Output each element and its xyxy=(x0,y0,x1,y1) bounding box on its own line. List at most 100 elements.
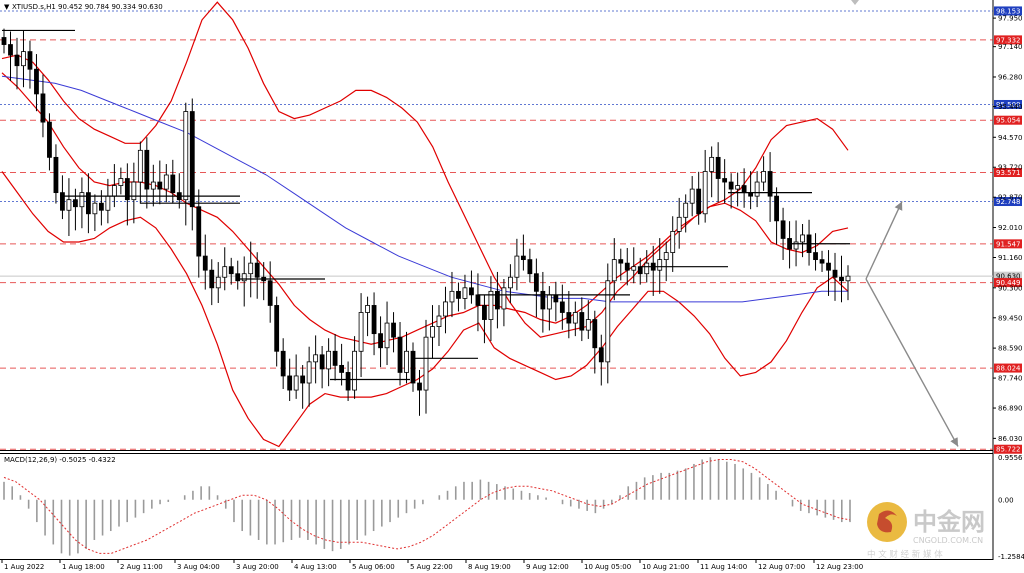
price-tick-label-10: 89.450 xyxy=(998,314,1023,322)
macd-pane: 0.9556 0.00 -1.2584 xyxy=(3,454,1024,561)
price-box-label-1: 97.332 xyxy=(996,36,1021,44)
candle-body-118 xyxy=(767,171,773,197)
time-label-3: 3 Aug 04:00 xyxy=(177,563,220,571)
candle-body-86 xyxy=(559,301,565,313)
candle-body-75 xyxy=(488,290,494,320)
price-box-label-4: 93.571 xyxy=(996,169,1021,177)
candle-body-1 xyxy=(8,44,13,56)
candle-body-125 xyxy=(813,252,818,261)
candle-body-15 xyxy=(98,202,104,211)
candle-body-116 xyxy=(754,181,760,197)
candle-body-119 xyxy=(774,195,779,222)
candle-body-63 xyxy=(410,350,416,384)
candle-body-56 xyxy=(365,305,370,313)
candle-body-89 xyxy=(579,312,585,331)
watermark: 中金网 CNGOLD.COM.CN 中 文 财 经 新 媒 体 xyxy=(865,500,1015,560)
candle-body-129 xyxy=(839,276,844,282)
candle-body-82 xyxy=(533,273,539,292)
time-label-1: 1 Aug 18:00 xyxy=(62,563,105,571)
symbol-ohlc-label: XTIUSD.s,H1 90.452 90.784 90.334 90.630 xyxy=(12,3,163,11)
scroll-marker-icon[interactable] xyxy=(851,0,859,5)
candle-body-34 xyxy=(222,266,228,278)
price-box-10 xyxy=(994,444,1022,454)
price-box-5 xyxy=(994,197,1022,207)
candle-body-39 xyxy=(254,262,260,278)
candle-body-77 xyxy=(501,287,507,310)
time-label-0: 1 Aug 2022 xyxy=(4,563,44,571)
time-label-11: 10 Aug 21:00 xyxy=(642,563,689,571)
price-tick-label-1: 97.140 xyxy=(998,43,1023,51)
candle-body-67 xyxy=(436,315,442,328)
candle-body-61 xyxy=(397,336,403,373)
swirl-icon xyxy=(877,510,897,533)
candle-body-9 xyxy=(60,192,65,211)
candle-body-62 xyxy=(404,350,409,373)
candle-body-127 xyxy=(826,262,831,271)
projection-down xyxy=(865,278,959,447)
candle-body-95 xyxy=(618,259,624,264)
time-label-10: 10 Aug 05:00 xyxy=(584,563,631,571)
price-box-1 xyxy=(994,35,1022,45)
projection-arrows xyxy=(865,201,959,447)
candle-body-91 xyxy=(592,319,598,349)
candle-body-59 xyxy=(384,322,390,349)
candle-body-103 xyxy=(670,231,676,253)
price-axis: 98.153 97.332 95.500 95.054 93.571 92.748 91.5… xyxy=(993,6,1023,454)
candle-body-43 xyxy=(280,350,286,377)
candle-body-94 xyxy=(611,259,617,282)
price-box-label-9: 88.024 xyxy=(996,365,1021,373)
candle-body-32 xyxy=(209,269,215,289)
watermark-brand: 中金网 xyxy=(913,508,985,536)
candle-body-20 xyxy=(131,181,137,201)
watermark-url: CNGOLD.COM.CN xyxy=(913,536,983,545)
candle-body-22 xyxy=(144,149,150,190)
price-box-6 xyxy=(994,239,1022,249)
candle-body-60 xyxy=(391,322,396,338)
candle-body-87 xyxy=(566,312,572,324)
candle-body-101 xyxy=(657,259,663,271)
price-box-label-10: 85.722 xyxy=(996,446,1021,454)
price-box-label-7: 90.630 xyxy=(996,273,1021,281)
time-label-9: 9 Aug 12:00 xyxy=(526,563,569,571)
candle-body-74 xyxy=(482,305,487,320)
candle-body-96 xyxy=(624,262,630,271)
candle-body-55 xyxy=(358,312,364,352)
candle-body-44 xyxy=(287,375,293,391)
triangle-down-icon[interactable]: ▼ xyxy=(4,3,10,11)
candle-body-64 xyxy=(417,382,422,391)
candle-body-123 xyxy=(800,234,805,243)
candle-body-54 xyxy=(352,350,357,391)
candle-body-76 xyxy=(495,290,500,310)
candle-body-33 xyxy=(215,276,221,289)
candle-body-11 xyxy=(73,199,78,208)
candle-body-126 xyxy=(819,259,825,264)
price-tick-label-11: 88.590 xyxy=(998,345,1023,353)
candle-body-72 xyxy=(469,287,474,296)
candle-body-30 xyxy=(196,206,202,257)
candle-body-71 xyxy=(462,287,468,299)
candle-body-104 xyxy=(676,216,682,232)
candle-body-38 xyxy=(248,262,254,275)
price-tick-label-12: 87.740 xyxy=(998,375,1023,383)
candle-body-53 xyxy=(345,372,351,391)
candle-body-25 xyxy=(163,174,169,190)
price-tick-label-2: 96.280 xyxy=(998,73,1023,81)
candle-body-69 xyxy=(449,290,455,303)
candle-body-21 xyxy=(137,149,143,183)
time-label-13: 12 Aug 07:00 xyxy=(758,563,805,571)
candle-body-105 xyxy=(683,202,689,218)
time-label-2: 2 Aug 11:00 xyxy=(120,563,163,571)
candle-body-50 xyxy=(326,350,332,370)
candle-body-49 xyxy=(319,354,325,370)
candle-body-8 xyxy=(53,156,59,194)
candle-body-51 xyxy=(332,350,338,366)
price-box-8 xyxy=(994,278,1022,288)
candle-body-42 xyxy=(274,305,280,352)
price-box-label-3: 95.054 xyxy=(996,117,1021,125)
candle-body-97 xyxy=(631,266,637,271)
price-box-label-8: 90.449 xyxy=(996,279,1021,287)
moving-average-line xyxy=(1,75,848,303)
candle-body-113 xyxy=(735,185,741,190)
price-box-label-6: 91.547 xyxy=(996,240,1021,248)
